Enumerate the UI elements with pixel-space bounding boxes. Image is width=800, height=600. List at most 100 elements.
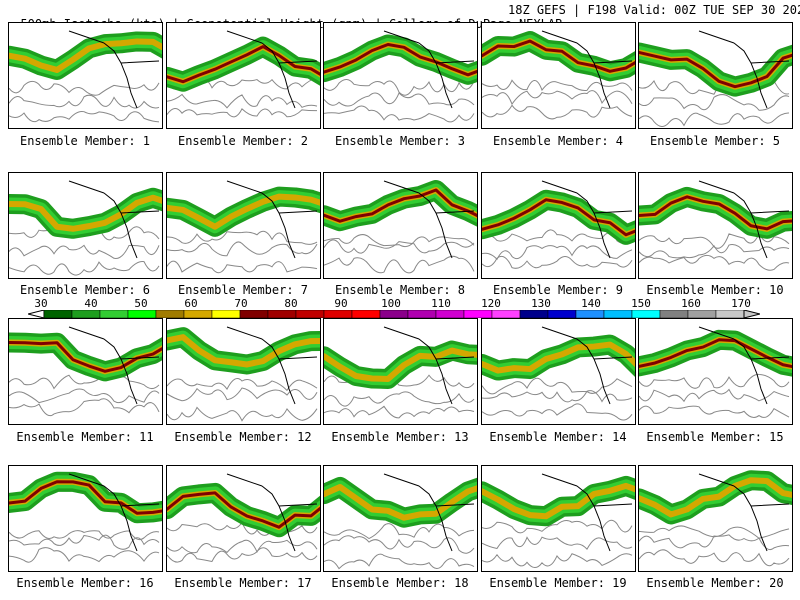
height-contour [9,110,160,123]
colorbar-label: 150 [631,297,651,310]
jet-stream-map [482,473,635,569]
colorbar-segment [575,310,605,318]
ensemble-panel-11 [8,318,163,425]
member-caption: Ensemble Member: 17 [174,576,312,590]
member-caption: Ensemble Member: 13 [331,430,469,444]
map-borders [226,30,318,109]
title-right: 18Z GEFS | F198 Valid: 00Z TUE SEP 30 20… [508,3,800,17]
colorbar-label: 120 [481,297,501,310]
colorbar-label: 100 [381,297,401,310]
colorbar-segment [99,310,129,318]
member-caption: Ensemble Member: 19 [489,576,627,590]
colorbar-label: 160 [681,297,701,310]
member-caption: Ensemble Member: 18 [331,576,469,590]
height-contour [482,403,633,421]
height-contour [9,534,160,550]
map-borders [226,473,318,552]
ensemble-panel-19 [481,465,636,572]
member-caption: Ensemble Member: 12 [174,430,312,444]
colorbar-segment [659,310,689,318]
height-contour [9,388,160,404]
jet-stream-band [9,34,162,77]
ensemble-panel-4 [481,22,636,129]
height-contour [9,261,160,276]
height-contour [9,244,160,259]
jet-stream-band [167,491,320,529]
colorbar-segment [43,310,73,318]
height-contour [167,260,318,274]
jet-stream-band [639,50,792,89]
colorbar-label: 90 [334,297,348,310]
jet-stream-band [324,483,477,521]
ensemble-panel-15 [638,318,793,425]
height-contour [167,406,318,422]
ensemble-panel-1 [8,22,163,129]
colorbar-label: 110 [431,297,451,310]
member-caption: Ensemble Member: 3 [334,134,466,148]
ensemble-panel-10 [638,172,793,279]
jet-stream-band [482,198,635,237]
jet-stream-band [167,334,320,368]
jet-stream-map [639,326,792,418]
colorbar-segment [71,310,101,318]
speed-colorbar [28,310,760,318]
colorbar-segment [323,310,353,318]
height-contour [482,229,633,244]
jet-stream-map [639,470,792,567]
height-contour [482,377,633,395]
jet-stream-band [639,477,792,518]
jet-stream-map [482,180,635,269]
colorbar-label: 40 [84,297,98,310]
member-caption: Ensemble Member: 9 [492,283,624,297]
jet-stream-map [482,326,635,421]
colorbar-right-arrow [743,310,760,318]
jet-stream-band [482,482,635,520]
map-borders [541,326,633,405]
height-contour [324,92,475,107]
map-borders [698,326,790,405]
map-borders [383,30,475,109]
map-borders [226,326,318,405]
map-borders [383,180,475,259]
colorbar-segment [491,310,521,318]
jet-stream-band [9,194,162,232]
jet-stream-band [9,38,162,73]
height-contour [639,373,790,389]
jet-stream-map [167,473,320,563]
colorbar-label: 50 [134,297,148,310]
colorbar-segment [687,310,717,318]
colorbar-segment [351,310,381,318]
jet-stream-band [167,193,320,230]
map-borders [68,473,160,552]
jet-stream-map [639,30,792,128]
map-borders [383,326,475,405]
ensemble-panel-13 [323,318,478,425]
colorbar-label: 80 [284,297,298,310]
jet-stream-band [324,42,477,77]
colorbar-label: 30 [34,297,48,310]
height-contour [482,536,633,550]
height-contour [9,398,160,417]
colorbar-segment [603,310,633,318]
height-contour [9,374,160,390]
height-contour [482,519,633,534]
colorbar-segment [211,310,241,318]
colorbar-segment [547,310,577,318]
map-borders [541,473,633,552]
map-borders [541,30,633,109]
member-caption: Ensemble Member: 10 [646,283,784,297]
height-contour [639,94,790,111]
member-caption: Ensemble Member: 16 [16,576,154,590]
colorbar-label: 60 [184,297,198,310]
map-borders [698,473,790,552]
height-contour [482,245,633,261]
height-contour [639,112,790,128]
height-contour [167,93,318,109]
member-caption: Ensemble Member: 6 [19,283,151,297]
jet-stream-band [639,195,792,231]
colorbar-segment [239,310,269,318]
height-contour [9,94,160,109]
map-borders [698,30,790,109]
ensemble-panel-12 [166,318,321,425]
ensemble-panel-14 [481,318,636,425]
